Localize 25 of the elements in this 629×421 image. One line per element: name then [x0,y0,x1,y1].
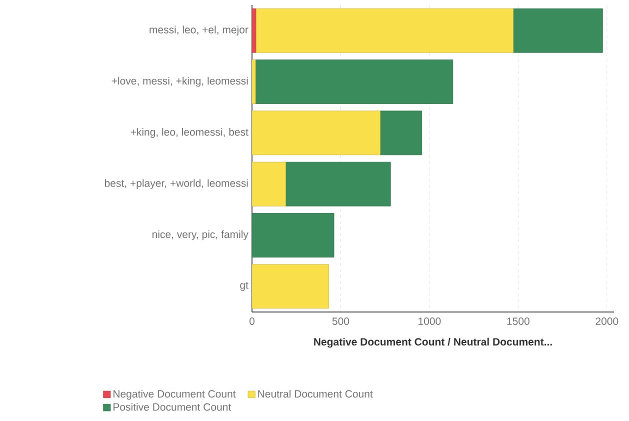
legend-label: Neutral Document Count [258,390,373,398]
bar [255,60,454,104]
bar [252,264,330,309]
bar [286,162,391,206]
x-tick-label: 1500 [507,318,530,325]
bar [252,110,380,156]
y-tick-label: +love, messi, +king, leomessi [112,76,248,87]
legend-label: Negative Document Count [114,390,236,400]
bar [513,8,603,53]
y-tick-label: best, +player, +world, leomessi [104,179,248,189]
bar [252,213,334,258]
legend-label: Positive Document Count [114,402,232,411]
y-tick-label: messi, leo, +el, mejor [150,26,248,36]
bar [256,8,514,53]
bar [380,110,422,156]
bar [252,60,256,104]
bar [252,162,286,206]
x-tick-label: 2000 [596,318,618,325]
y-tick-label: gt [240,282,248,291]
x-tick-label: 1000 [418,318,441,325]
y-tick-label: +king, leo, leomessi, best [130,128,248,138]
x-axis-title: Negative Document Count / Neutral Document... [314,338,552,348]
y-tick-label: nice, very, pic, family [152,230,248,240]
x-tick-label: 0 [249,318,255,325]
x-tick-label: 500 [332,318,350,325]
